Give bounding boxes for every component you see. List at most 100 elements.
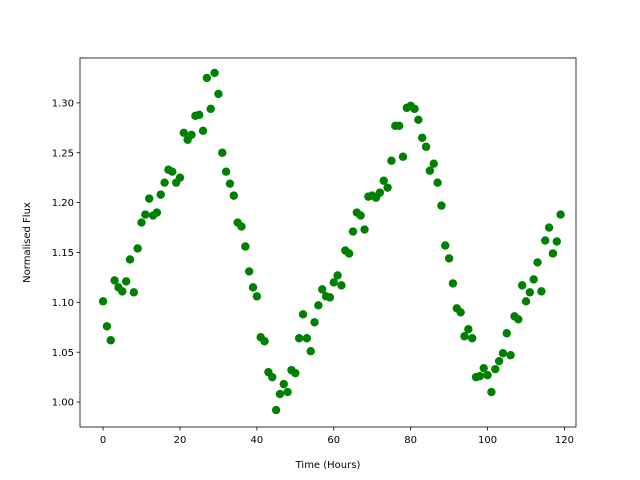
x-tick-label: 0 [100,435,106,446]
data-point [487,387,496,397]
data-point [198,126,208,135]
data-point [533,258,542,267]
y-axis-ticks: 1.00 1.05 1.10 1.15 1.20 1.25 1.30 [52,98,80,409]
data-point [418,133,427,142]
data-point [248,283,258,292]
data-point [221,167,231,176]
data-point [168,167,177,176]
data-point [129,288,139,297]
data-point [433,178,442,187]
data-point [225,179,235,188]
data-point [279,379,288,389]
data-point [145,194,154,203]
data-point [437,201,446,210]
y-tick-label: 1.30 [52,98,74,109]
data-point [494,356,504,366]
x-tick-label: 20 [174,435,187,446]
data-point [425,166,435,175]
data-point [268,372,277,382]
data-point [260,337,269,346]
data-point [98,297,108,306]
data-point [133,244,142,253]
data-point [491,364,500,374]
data-point [517,281,527,290]
data-point [479,363,488,373]
data-point [291,368,300,378]
data-points [98,68,565,415]
axes-frame [79,57,577,428]
data-point [121,277,131,286]
data-point [271,405,281,415]
data-point [556,210,565,219]
data-point [421,142,431,151]
data-point [206,104,215,114]
data-point [125,255,135,264]
data-point [333,271,342,280]
data-point [106,336,115,345]
data-point [306,347,315,356]
data-point [314,301,323,310]
data-point [160,178,169,187]
data-point [514,315,523,324]
data-point [283,387,292,397]
data-point [429,159,438,168]
data-point [467,334,477,343]
data-point [298,310,308,319]
data-point [156,190,165,199]
data-point [464,325,473,334]
data-point [525,288,535,297]
x-tick-label: 40 [251,435,264,446]
data-point [460,332,469,341]
data-point [502,329,511,338]
data-point [552,237,561,246]
x-tick-label: 60 [327,435,340,446]
data-point [483,370,492,380]
data-point [175,173,185,182]
data-point [152,208,162,217]
data-point [102,322,112,331]
data-point [356,211,365,220]
data-point [394,121,404,131]
y-tick-label: 1.00 [52,398,74,409]
data-point [252,292,262,301]
data-point [441,241,450,250]
data-point [537,287,546,296]
data-point [202,73,212,83]
x-axis-ticks: 0 20 40 60 80 100 120 [100,427,574,446]
y-tick-label: 1.15 [52,248,74,259]
data-point [521,297,531,306]
data-point [375,188,385,197]
data-point [229,191,238,200]
data-point [344,249,354,258]
x-axis-label: Time (Hours) [295,460,361,471]
y-tick-label: 1.05 [52,348,74,359]
data-point [194,110,204,120]
x-tick-label: 120 [555,435,574,446]
data-point [294,334,304,343]
data-point [548,249,558,258]
data-point [187,130,196,139]
data-point [141,210,150,219]
data-point [506,350,515,360]
data-point [398,152,408,161]
x-tick-label: 100 [478,435,497,446]
data-point [541,236,550,245]
data-point [456,308,465,317]
data-point [110,276,119,285]
data-point [414,115,423,125]
data-point [210,68,219,78]
x-tick-label: 80 [404,435,417,446]
data-point [475,371,485,381]
data-point [179,128,189,137]
data-point [302,334,312,343]
y-tick-label: 1.10 [52,298,74,309]
data-point [337,281,346,290]
data-point [244,267,254,276]
y-tick-label: 1.25 [52,148,74,159]
y-tick-label: 1.20 [52,198,74,209]
data-point [237,222,246,231]
data-point [218,148,227,157]
y-axis-label: Normalised Flux [22,202,33,283]
